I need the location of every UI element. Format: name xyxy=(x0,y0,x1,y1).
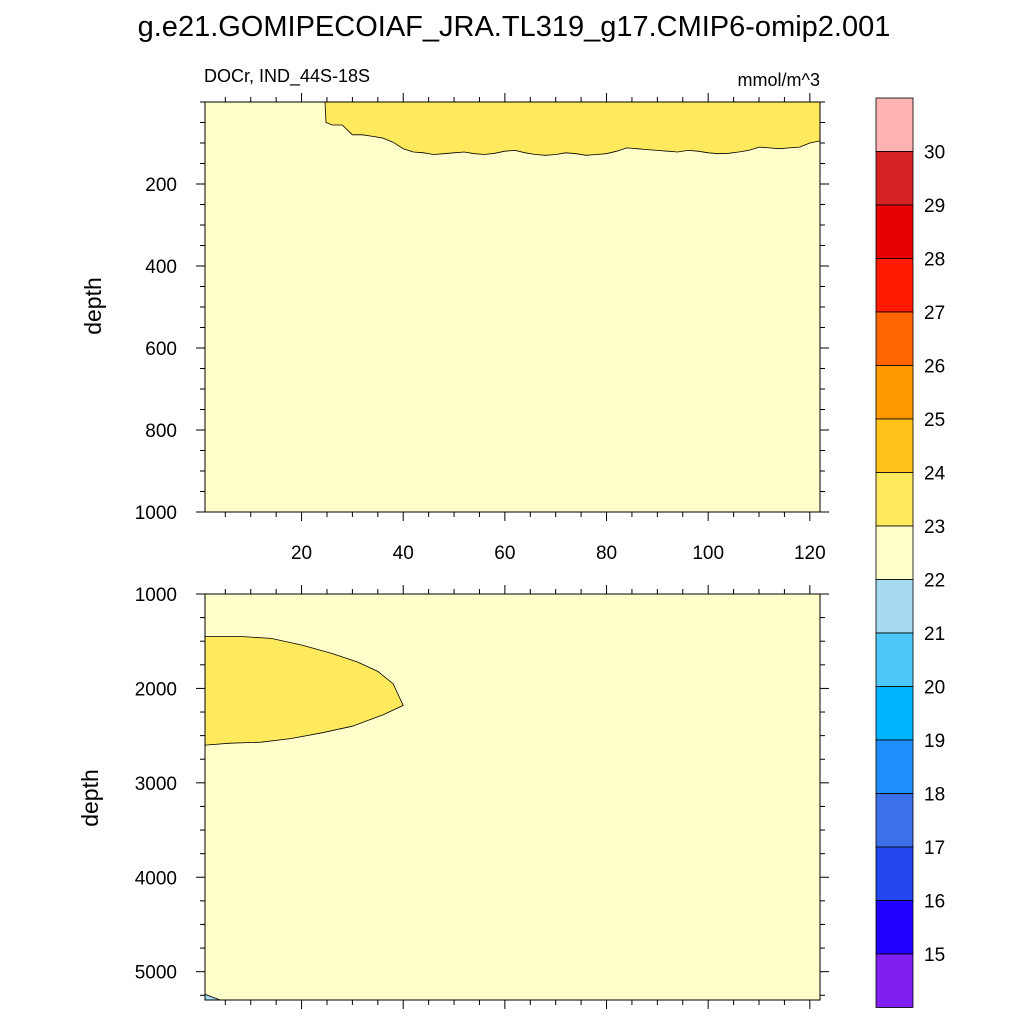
colorbar-swatch xyxy=(875,953,914,1008)
contour-region-23-24 xyxy=(324,102,820,156)
upper-y-axis-label: depth xyxy=(80,277,106,335)
colorbar-swatch xyxy=(875,204,914,259)
y-tick-label: 1000 xyxy=(135,585,177,606)
colorbar-swatch xyxy=(875,311,914,366)
colorbar-swatch xyxy=(875,739,914,794)
lower-y-axis-label: depth xyxy=(77,769,103,827)
units-label: mmol/m^3 xyxy=(738,70,820,90)
colorbar-label: 26 xyxy=(924,357,945,378)
colorbar-label: 17 xyxy=(924,838,945,859)
colorbar-label: 18 xyxy=(924,785,945,806)
contour-fill-background xyxy=(205,102,820,512)
colorbar-swatch xyxy=(875,632,914,687)
colorbar-label: 19 xyxy=(924,731,945,752)
colorbar-swatch xyxy=(875,793,914,848)
colorbar: 30 29 28 27 26 25 24 23 22 21 20 19 18 17 16 15 xyxy=(875,97,946,1008)
plot-frame xyxy=(204,593,821,1001)
contour-region-23-24 xyxy=(205,636,404,746)
x-tick-label: 40 xyxy=(393,543,414,564)
colorbar-swatch xyxy=(875,472,914,527)
colorbar-label: 20 xyxy=(924,678,945,699)
x-tick-label: 80 xyxy=(596,543,617,564)
colorbar-swatch xyxy=(875,151,914,206)
y-tick-label: 3000 xyxy=(135,774,177,795)
x-tick-label: 20 xyxy=(291,543,312,564)
variable-region-label: DOCr, IND_44S-18S xyxy=(204,66,370,87)
colorbar-swatch xyxy=(875,418,914,473)
y-tick-label: 4000 xyxy=(135,868,177,889)
y-tick-label: 600 xyxy=(145,339,177,360)
colorbar-label: 27 xyxy=(924,303,945,324)
x-tick-label: 120 xyxy=(794,543,826,564)
y-tick-label: 200 xyxy=(145,175,177,196)
colorbar-label: 23 xyxy=(924,517,945,538)
colorbar-label: 29 xyxy=(924,196,945,217)
contour-region-21-22 xyxy=(205,993,221,1000)
colorbar-swatch xyxy=(875,846,914,901)
colorbar-swatch xyxy=(875,525,914,580)
y-tick-label: 800 xyxy=(145,421,177,442)
lower-panel: 1000 2000 3000 4000 5000 xyxy=(135,585,829,1009)
y-tick-label: 1000 xyxy=(135,503,177,524)
colorbar-swatch xyxy=(875,579,914,634)
colorbar-label: 16 xyxy=(924,892,945,913)
y-tick-label: 5000 xyxy=(135,963,177,984)
colorbar-label: 25 xyxy=(924,410,945,431)
colorbar-label: 30 xyxy=(924,143,945,164)
colorbar-label: 21 xyxy=(924,624,945,645)
colorbar-swatch xyxy=(875,686,914,741)
figure-title: g.e21.GOMIPECOIAF_JRA.TL319_g17.CMIP6-om… xyxy=(138,11,891,43)
colorbar-label: 28 xyxy=(924,250,945,271)
y-tick-label: 400 xyxy=(145,257,177,278)
colorbar-label: 24 xyxy=(924,464,946,485)
x-tick-label: 100 xyxy=(692,543,724,564)
colorbar-swatch xyxy=(875,258,914,313)
y-tick-label: 2000 xyxy=(135,679,177,700)
colorbar-swatch xyxy=(875,97,914,152)
x-tick-label: 60 xyxy=(494,543,515,564)
colorbar-swatch xyxy=(875,365,914,420)
upper-panel: 200 400 600 800 1000 20 40 60 80 100 120 xyxy=(135,93,829,564)
colorbar-label: 22 xyxy=(924,571,945,592)
colorbar-label: 15 xyxy=(924,945,945,966)
colorbar-swatch xyxy=(875,900,914,955)
